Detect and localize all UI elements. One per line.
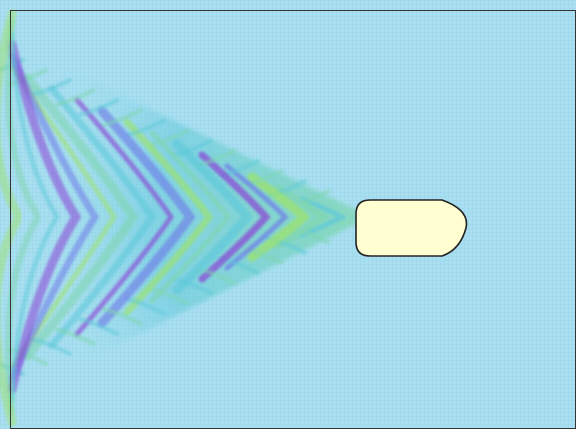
wake-chevrons [0,9,348,427]
wake-crest [198,151,271,283]
wake-crest [224,163,289,271]
wake-crest [9,64,117,370]
wake-crest [74,97,175,337]
wake-cusp [7,67,49,87]
wake-crest [9,31,60,403]
wake-crest [22,73,139,361]
wake-crest [97,106,196,328]
wake-cusp [148,127,190,148]
wake-cusp [101,306,143,327]
wake-cusp [54,326,96,347]
wake-crest [8,52,100,382]
wake-cusp [7,347,49,367]
vessel-hull [355,199,468,257]
wake-cusp [77,97,120,118]
wake-crest [172,139,253,295]
wake-crest [0,9,25,427]
wake-crest [48,85,157,349]
wake-cusp [30,77,73,98]
wake-crest [123,118,214,316]
wake-crest [7,40,82,394]
wake-cusp [148,286,190,307]
wake-cusp [54,87,96,108]
wake-crest [4,19,43,415]
wake-cusp [30,336,73,357]
wake-cusp [124,296,167,317]
wake-cusp [77,316,120,337]
wake-cusp [124,117,167,138]
wake-crest [149,130,232,304]
wake-cusp [101,107,143,128]
